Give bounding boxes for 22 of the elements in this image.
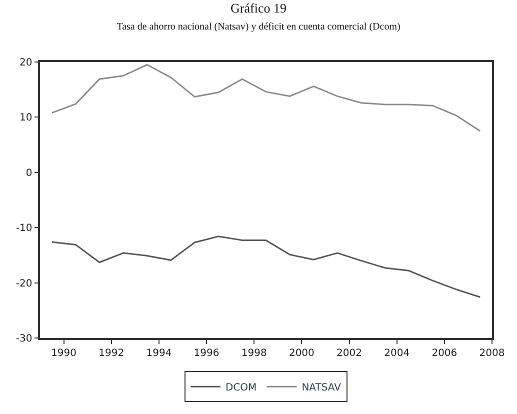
y-tick-label: -30: [16, 334, 32, 344]
y-tick-label: -20: [16, 278, 32, 290]
x-tick-label: 2004: [384, 348, 410, 359]
x-tick-label: 2006: [432, 348, 458, 359]
line-series: [51, 64, 481, 132]
x-tick-label: 1994: [146, 348, 172, 359]
line-series: [51, 236, 481, 298]
x-tick-label: 1996: [194, 348, 220, 359]
x-tick-label: 2002: [336, 348, 362, 359]
chart-title: Gráfico 19: [230, 0, 286, 16]
x-tick-label: 1998: [241, 348, 267, 359]
legend-label: DCOM: [226, 382, 257, 394]
chart-subtitle: Tasa de ahorro nacional (Natsav) y déficit en cuenta comercial (Dcom): [116, 21, 400, 32]
y-tick-label: 20: [20, 58, 32, 68]
x-tick-label: 1990: [51, 348, 77, 359]
y-tick-label: -10: [16, 223, 32, 234]
x-tick-label: 2008: [479, 348, 505, 359]
y-tick-label: 0: [26, 168, 32, 179]
y-tick-label: 10: [20, 112, 32, 124]
x-tick-label: 2000: [288, 348, 314, 359]
legend-label: NATSAV: [302, 382, 342, 394]
x-tick-label: 1992: [98, 348, 124, 359]
